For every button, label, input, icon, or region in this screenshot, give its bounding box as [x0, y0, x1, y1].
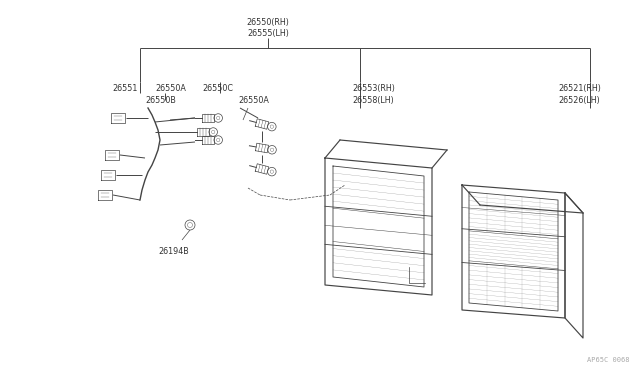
- Text: 26550A: 26550A: [238, 96, 269, 105]
- Text: 26550(RH): 26550(RH): [246, 17, 289, 26]
- Text: 26553(RH): 26553(RH): [352, 83, 395, 93]
- Text: 26526(LH): 26526(LH): [558, 96, 600, 105]
- Text: AP65C 0068: AP65C 0068: [588, 357, 630, 363]
- Text: 26194B: 26194B: [158, 247, 189, 257]
- Text: 26551: 26551: [112, 83, 138, 93]
- Text: 26550B: 26550B: [145, 96, 176, 105]
- Text: 26550C: 26550C: [202, 83, 233, 93]
- Text: 26555(LH): 26555(LH): [247, 29, 289, 38]
- Text: 26550A: 26550A: [155, 83, 186, 93]
- Text: 26558(LH): 26558(LH): [352, 96, 394, 105]
- Text: 26521(RH): 26521(RH): [558, 83, 601, 93]
